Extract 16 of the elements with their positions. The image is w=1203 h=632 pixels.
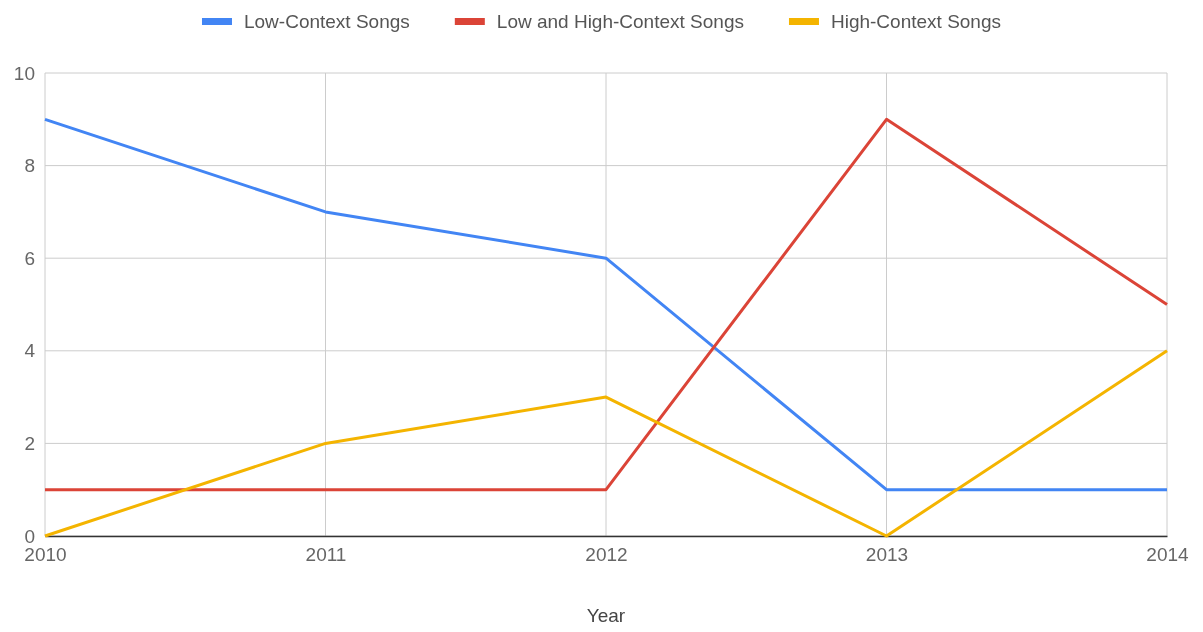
x-tick-label: 2010 — [24, 544, 67, 566]
x-axis-title: Year — [586, 605, 626, 626]
x-tick-label: 2011 — [305, 544, 347, 566]
line-series — [43, 117, 1169, 492]
y-tick-label: 2 — [24, 432, 35, 454]
legend-label: Low-Context Songs — [243, 11, 410, 32]
legend-label: High-Context Songs — [830, 11, 1002, 32]
x-tick-label: 2012 — [585, 544, 628, 566]
y-tick-label: 8 — [24, 155, 35, 177]
y-tick-label: 0 — [24, 525, 35, 547]
y-tick-label: 4 — [24, 340, 36, 362]
legend-label: Low and High-Context Songs — [496, 11, 744, 32]
x-tick-label: 2014 — [1146, 544, 1190, 566]
y-tick-label: 10 — [13, 62, 35, 84]
y-tick-label: 6 — [24, 247, 35, 269]
x-tick-label: 2013 — [865, 544, 909, 566]
